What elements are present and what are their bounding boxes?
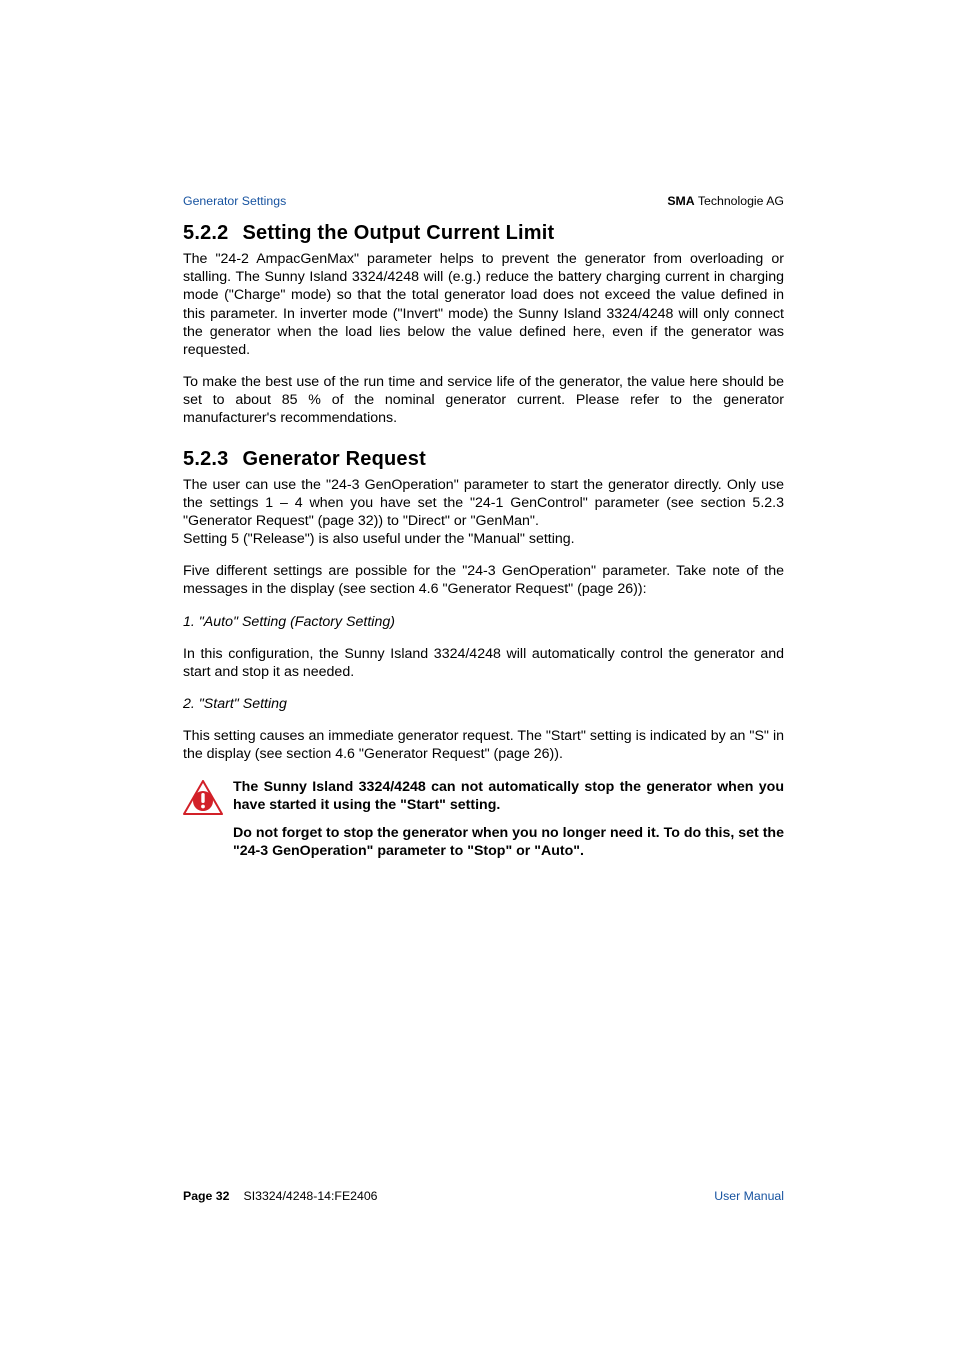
heading-5-2-3: 5.2.3 Generator Request: [183, 448, 784, 471]
header-section-title: Generator Settings: [183, 194, 286, 208]
header-company-rest: Technologie AG: [695, 194, 784, 208]
para-5-2-2-1: The "24-2 AmpacGenMax" parameter helps t…: [183, 250, 784, 359]
footer-page-number: Page 32: [183, 1189, 230, 1203]
heading-number: 5.2.2: [183, 222, 228, 245]
warning-icon: [183, 780, 223, 821]
para-5-2-3-1a: The user can use the "24-3 GenOperation"…: [183, 476, 784, 531]
footer-doc-id: SI3324/4248-14:FE2406: [244, 1189, 378, 1203]
header-company: SMA Technologie AG: [667, 194, 784, 208]
heading-number: 5.2.3: [183, 448, 228, 471]
header-company-bold: SMA: [667, 194, 694, 208]
heading-text: Setting the Output Current Limit: [242, 222, 554, 244]
para-5-2-3-2: Five different settings are possible for…: [183, 562, 784, 598]
footer-left: Page 32 SI3324/4248-14:FE2406: [183, 1189, 378, 1203]
footer-right: User Manual: [714, 1189, 784, 1203]
para-auto-setting: In this configuration, the Sunny Island …: [183, 645, 784, 681]
warning-para-1: The Sunny Island 3324/4248 can not autom…: [233, 778, 784, 814]
warning-text: The Sunny Island 3324/4248 can not autom…: [233, 778, 784, 871]
subhead-start-setting: 2. "Start" Setting: [183, 695, 784, 713]
warning-para-2: Do not forget to stop the generator when…: [233, 824, 784, 860]
para-5-2-2-2: To make the best use of the run time and…: [183, 373, 784, 428]
para-5-2-3-1b: Setting 5 ("Release") is also useful und…: [183, 530, 784, 548]
heading-5-2-2: 5.2.2 Setting the Output Current Limit: [183, 222, 784, 245]
warning-callout: The Sunny Island 3324/4248 can not autom…: [183, 778, 784, 871]
heading-text: Generator Request: [242, 448, 425, 470]
running-header: Generator Settings SMA Technologie AG: [183, 194, 784, 208]
para-start-setting: This setting causes an immediate generat…: [183, 727, 784, 763]
subhead-auto-setting: 1. "Auto" Setting (Factory Setting): [183, 613, 784, 631]
page-container: Generator Settings SMA Technologie AG 5.…: [0, 0, 954, 1351]
page-footer: Page 32 SI3324/4248-14:FE2406 User Manual: [183, 1189, 784, 1203]
